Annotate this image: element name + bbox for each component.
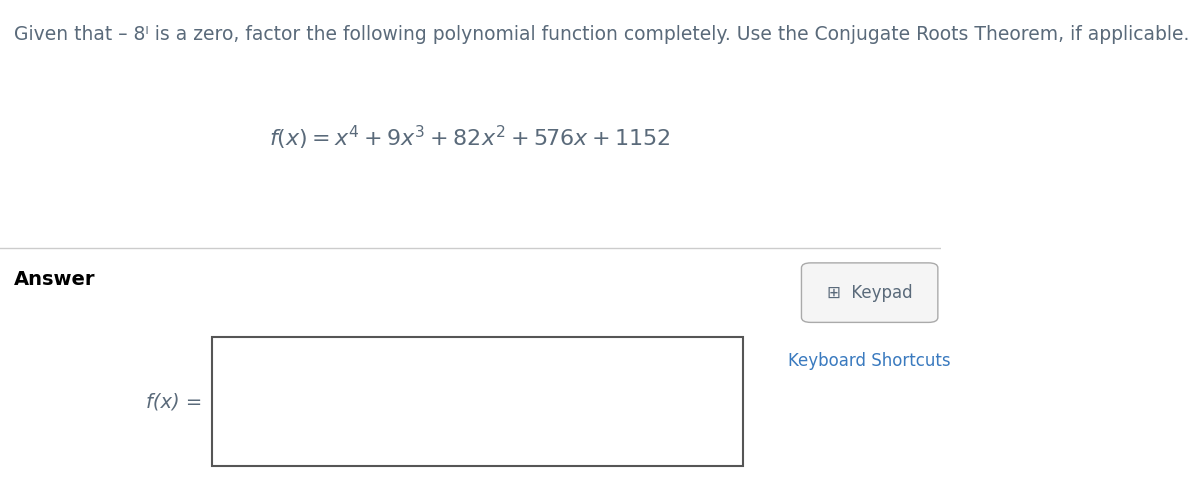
Text: Given that – 8ᴵ is a zero, factor the following polynomial function completely. : Given that – 8ᴵ is a zero, factor the fo… [14,25,1189,44]
Text: f(x) =: f(x) = [146,392,203,411]
Text: Keyboard Shortcuts: Keyboard Shortcuts [788,352,950,370]
Text: ⊞  Keypad: ⊞ Keypad [827,284,912,302]
FancyBboxPatch shape [802,263,938,322]
Text: $f(x) = x^4 + 9x^3 + 82x^2 + 576x + 1152$: $f(x) = x^4 + 9x^3 + 82x^2 + 576x + 1152… [270,124,671,152]
Text: Answer: Answer [14,270,96,289]
Bar [211,337,743,466]
